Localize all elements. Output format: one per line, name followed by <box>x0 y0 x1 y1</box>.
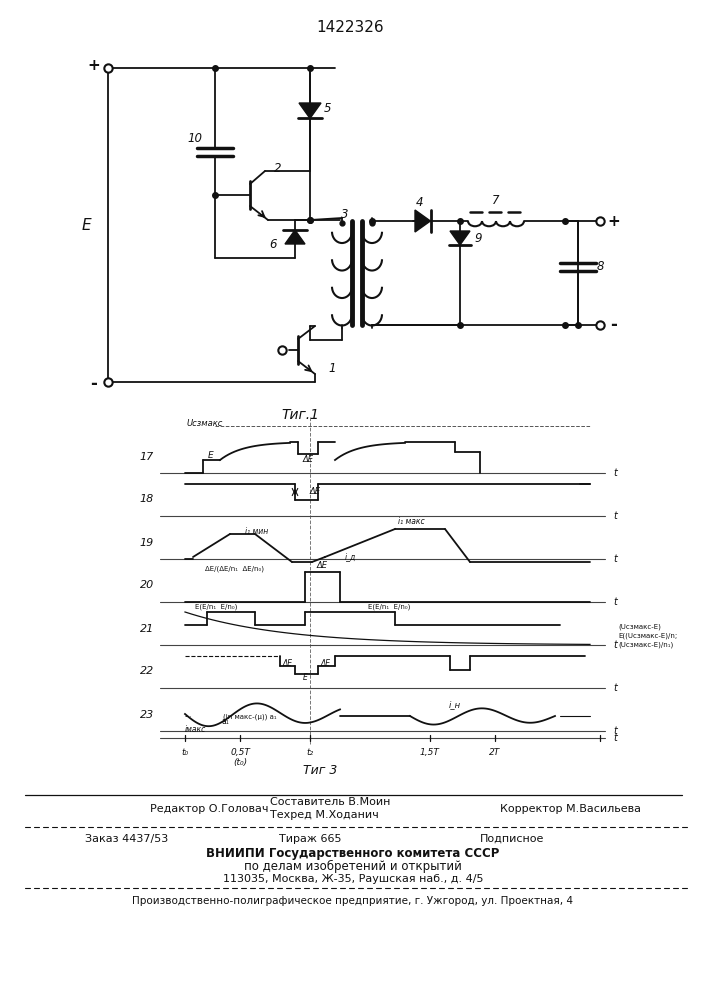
Text: 5: 5 <box>325 102 332 114</box>
Text: ΔE: ΔE <box>283 658 293 668</box>
Text: Подписное: Подписное <box>480 834 544 844</box>
Text: 21: 21 <box>140 624 154 634</box>
Text: 17: 17 <box>140 452 154 462</box>
Text: ΔE: ΔE <box>321 658 331 668</box>
Text: 10: 10 <box>187 131 202 144</box>
Text: E((Uсзмакс-E)/n;: E((Uсзмакс-E)/n; <box>618 633 677 639</box>
Text: (iп макс-(μ)) a₁: (iп макс-(μ)) a₁ <box>223 714 277 720</box>
Text: -: - <box>611 316 617 334</box>
Text: t: t <box>613 683 617 693</box>
Text: ΔE: ΔE <box>317 562 327 570</box>
Text: t: t <box>613 597 617 607</box>
Text: 8: 8 <box>596 260 604 273</box>
Text: i_н: i_н <box>449 700 461 710</box>
Text: 22: 22 <box>140 666 154 676</box>
Text: t: t <box>613 511 617 521</box>
Text: Τиг 3: Τиг 3 <box>303 764 337 776</box>
Text: ВНИИПИ Государственного комитета СССР: ВНИИПИ Государственного комитета СССР <box>206 846 500 859</box>
Text: t₀: t₀ <box>182 748 189 757</box>
Text: 4: 4 <box>416 196 423 210</box>
Text: (Uсзмакс-E)/n₁): (Uсзмакс-E)/n₁) <box>618 642 673 648</box>
Text: iмакс: iмакс <box>185 726 206 734</box>
Polygon shape <box>299 103 321 118</box>
Text: E: E <box>208 452 214 460</box>
Text: i₁ макс: i₁ макс <box>398 516 425 526</box>
Text: Корректор М.Васильева: Корректор М.Васильева <box>500 804 641 814</box>
Text: E(E/n₁  E/n₀): E(E/n₁ E/n₀) <box>195 604 238 610</box>
Text: 20: 20 <box>140 580 154 590</box>
Text: t: t <box>613 640 617 650</box>
Text: i₁ мин: i₁ мин <box>245 526 268 536</box>
Text: ΔE: ΔE <box>310 488 321 496</box>
Text: 18: 18 <box>140 494 154 504</box>
Text: a₁: a₁ <box>221 716 229 726</box>
Text: 23: 23 <box>140 710 154 720</box>
Text: ΔE/(ΔE/n₁  ΔE/n₀): ΔE/(ΔE/n₁ ΔE/n₀) <box>205 566 264 572</box>
Text: (Uсзмакс-E): (Uсзмакс-E) <box>618 624 661 630</box>
Text: 113035, Москва, Ж-35, Раушская наб., д. 4/5: 113035, Москва, Ж-35, Раушская наб., д. … <box>223 874 484 884</box>
Text: E: E <box>81 218 90 232</box>
Text: 0,5T
(t₀): 0,5T (t₀) <box>230 748 250 767</box>
Text: 1,5T: 1,5T <box>420 748 440 757</box>
Text: +: + <box>607 214 620 229</box>
Polygon shape <box>415 210 431 232</box>
Text: Тираж 665: Тираж 665 <box>279 834 341 844</box>
Text: t: t <box>613 733 617 743</box>
Text: t: t <box>613 726 617 736</box>
Text: +: + <box>88 58 100 74</box>
Text: 2: 2 <box>274 162 282 176</box>
Text: t: t <box>613 554 617 564</box>
Text: Техред М.Ходанич: Техред М.Ходанич <box>270 810 379 820</box>
Text: Производственно-полиграфическое предприятие, г. Ужгород, ул. Проектная, 4: Производственно-полиграфическое предприя… <box>132 896 573 906</box>
Text: 6: 6 <box>269 237 276 250</box>
Text: Uсзмакс: Uсзмакс <box>187 420 223 428</box>
Polygon shape <box>450 231 470 245</box>
Text: Редактор О.Головач: Редактор О.Головач <box>150 804 269 814</box>
Polygon shape <box>285 230 305 244</box>
Text: ΔE: ΔE <box>303 456 313 464</box>
Text: -: - <box>90 375 98 393</box>
Text: Τиг.1: Τиг.1 <box>281 408 319 422</box>
Text: Составитель В.Моин: Составитель В.Моин <box>270 797 390 807</box>
Text: 7: 7 <box>492 194 500 208</box>
Text: 1: 1 <box>328 361 336 374</box>
Text: 1422326: 1422326 <box>316 20 384 35</box>
Text: t₂: t₂ <box>306 748 314 757</box>
Text: E: E <box>303 674 308 682</box>
Text: 2T: 2T <box>489 748 501 757</box>
Text: i_д: i_д <box>345 552 356 562</box>
Text: 9: 9 <box>474 232 481 245</box>
Text: Заказ 4437/53: Заказ 4437/53 <box>85 834 168 844</box>
Text: t: t <box>613 468 617 478</box>
Text: E(E/n₁  E/n₀): E(E/n₁ E/n₀) <box>368 604 410 610</box>
Text: 19: 19 <box>140 538 154 548</box>
Text: по делам изобретений и открытий: по делам изобретений и открытий <box>244 859 462 873</box>
Text: 3: 3 <box>341 209 349 222</box>
